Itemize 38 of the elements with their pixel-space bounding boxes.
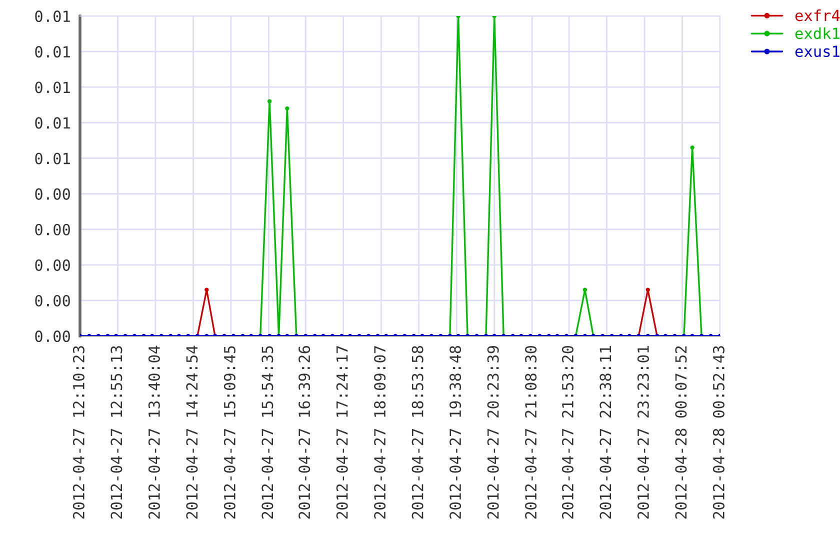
legend-label: exus1	[795, 46, 840, 58]
x-tick-label: 2012-04-27 22:38:11	[600, 346, 612, 519]
y-tick-label: 0.01	[35, 117, 70, 129]
x-tick-label: 2012-04-27 19:38:48	[450, 346, 462, 519]
legend-label: exfr4	[795, 9, 840, 22]
x-tick-label: 2012-04-27 23:23:01	[637, 346, 649, 519]
x-tick-label: 2012-04-27 15:09:45	[224, 346, 236, 519]
point	[690, 145, 694, 150]
x-tick-label: 2012-04-27 17:24:17	[336, 346, 348, 519]
x-tick-label: 2012-04-28 00:07:52	[675, 346, 687, 519]
x-tick-label: 2012-04-27 16:39:26	[298, 346, 310, 519]
x-tick-label: 2012-04-27 21:53:20	[562, 346, 574, 519]
point	[582, 288, 588, 292]
y-tick-label: 0.00	[35, 330, 70, 342]
y-tick-label: 0.01	[35, 10, 70, 22]
x-tick-label: 2012-04-27 18:09:07	[374, 346, 386, 519]
x-tick-label: 2012-04-27 13:40:04	[148, 346, 160, 519]
legend-label: exdk1	[795, 27, 840, 40]
y-tick-label: 0.00	[35, 259, 70, 271]
y-tick-label: 0.01	[35, 46, 70, 58]
point	[204, 288, 209, 292]
x-tick-label: 2012-04-28 00:52:43	[712, 346, 724, 519]
y-tick-label: 0.00	[35, 224, 70, 236]
point	[646, 288, 650, 292]
x-tick-label: 2012-04-27 20:23:39	[487, 346, 499, 519]
line-series	[258, 16, 704, 336]
x-tick-label: 2012-04-27 15:54:35	[262, 346, 274, 519]
point	[267, 99, 272, 104]
y-tick-label: 0.00	[35, 294, 70, 307]
y-tick-label: 0.00	[35, 188, 70, 200]
y-tick-label: 0.01	[35, 82, 70, 94]
y-tick-label: 0.01	[35, 152, 70, 164]
point	[285, 106, 290, 111]
x-tick-label: 2012-04-27 18:53:58	[412, 346, 424, 519]
x-tick-label: 2012-04-27 12:10:23	[72, 346, 84, 519]
x-tick-label: 2012-04-27 21:08:30	[525, 346, 537, 519]
x-tick-label: 2012-04-27 14:24:54	[186, 346, 198, 519]
x-tick-label: 2012-04-27 12:55:13	[110, 346, 122, 519]
